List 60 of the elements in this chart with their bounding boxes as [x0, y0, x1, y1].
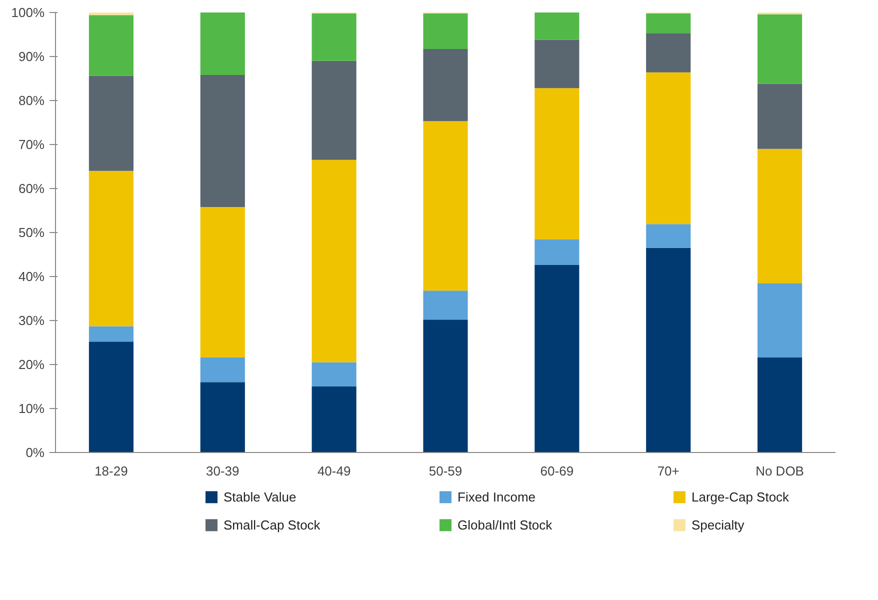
bar: [88, 342, 134, 452]
bar: [88, 12, 134, 16]
bar: [423, 49, 468, 122]
bar: [534, 12, 580, 40]
bar: [200, 382, 245, 452]
x-tick-label: 30-39: [206, 464, 240, 478]
bar: [423, 121, 468, 291]
bar: [646, 13, 691, 34]
bar: [312, 13, 356, 61]
bar: [200, 74, 245, 207]
bar: [758, 148, 802, 284]
x-tick-label: 18-29: [94, 464, 128, 478]
y-tick-label: 20%: [18, 357, 45, 372]
bar: [534, 40, 580, 88]
bar: [423, 290, 468, 320]
y-tick-label: 70%: [18, 137, 45, 152]
bar: [312, 362, 356, 386]
bar: [200, 12, 245, 75]
legend-label: Fixed Income: [458, 490, 536, 505]
bar: [88, 170, 134, 326]
legend-label: Small-Cap Stock: [224, 518, 321, 533]
x-tick-label: 40-49: [317, 464, 351, 478]
bar: [646, 248, 691, 452]
bar: [312, 386, 356, 452]
bar: [646, 72, 691, 224]
bar: [200, 206, 245, 358]
y-tick-label: 10%: [18, 401, 45, 416]
bar: [758, 84, 802, 149]
legend-label: Stable Value: [224, 490, 296, 505]
y-tick-label: 30%: [18, 313, 45, 328]
bar: [88, 326, 134, 342]
y-tick-label: 100%: [11, 5, 45, 20]
bar: [534, 265, 580, 452]
bar: [534, 240, 580, 266]
bar: [423, 320, 468, 452]
y-tick-label: 80%: [18, 93, 45, 108]
legend-label: Specialty: [692, 518, 745, 533]
bar: [758, 283, 802, 358]
bar: [758, 14, 802, 84]
bar: [758, 357, 802, 452]
y-tick-label: 50%: [18, 225, 45, 240]
bar: [534, 88, 580, 240]
x-tick-label: 60-69: [540, 464, 574, 478]
x-tick-label: 50-59: [428, 464, 462, 478]
y-tick-label: 60%: [18, 181, 45, 196]
bar: [312, 60, 356, 160]
bar: [423, 13, 468, 50]
legend-label: Global/Intl Stock: [458, 518, 553, 533]
bar: [200, 357, 245, 382]
x-tick-label: No DOB: [756, 464, 804, 478]
legend-label: Large-Cap Stock: [692, 490, 790, 505]
bar: [88, 15, 134, 76]
x-tick-label: 70+: [657, 464, 680, 478]
y-tick-label: 40%: [18, 269, 45, 284]
bar: [312, 160, 356, 362]
bar: [88, 76, 134, 171]
y-tick-label: 0%: [26, 445, 45, 460]
y-tick-label: 90%: [18, 49, 45, 64]
bar: [646, 224, 691, 248]
bar: [646, 33, 691, 72]
